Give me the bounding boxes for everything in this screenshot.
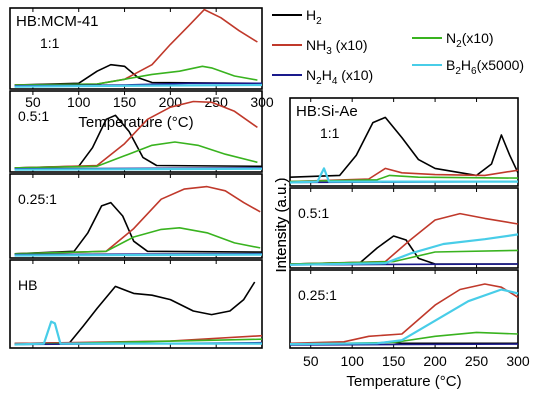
legend-item-nh3: NH3 (x10) — [272, 37, 368, 57]
panel-label: 0.25:1 — [18, 191, 57, 207]
series-line-nh3 — [14, 185, 261, 255]
panel-frame — [9, 173, 263, 259]
panel-label: 0.5:1 — [298, 205, 329, 221]
series-line-b2h6 — [14, 253, 263, 257]
series-line-b2h6 — [289, 288, 519, 346]
legend-label: NH3 (x10) — [306, 37, 368, 57]
series-line-h2 — [14, 63, 263, 86]
series-line-h2 — [14, 201, 263, 255]
x-axis-label: Temperature (°C) — [346, 373, 461, 390]
panel-label: 0.25:1 — [298, 287, 337, 303]
y-axis-label: Intensity (a.u.) — [273, 177, 290, 272]
panel-2: 0.25:1 — [9, 173, 263, 259]
panel-frame — [289, 97, 519, 187]
series-line-b2h6 — [14, 320, 262, 346]
series-line-b2h6 — [289, 167, 518, 184]
series-line-b2h6 — [289, 233, 519, 266]
legend-label: N2(x10) — [446, 30, 494, 50]
x-axis-label: Temperature (°C) — [78, 114, 193, 131]
series-line-n2 — [14, 227, 261, 255]
legend-label: N2H4 (x10) — [306, 67, 373, 87]
series-line-h2 — [289, 116, 519, 178]
panel-label: HB — [18, 277, 37, 293]
series-line-n2 — [14, 65, 258, 86]
series-line-h2 — [14, 281, 256, 345]
panel-6: 0.25:1 50 100 150 200 250 300 Temperature (°C) I… — [273, 177, 530, 390]
x-tick-label: 200 — [423, 353, 447, 369]
series-line-nh3 — [289, 283, 519, 345]
panel-3: HB — [9, 259, 263, 349]
panel-0: HB:MCM-411:150 100 150 200 250 300Temperature… — [9, 7, 290, 273]
series-line-h2 — [289, 235, 518, 265]
panel-label: 1:1 — [320, 125, 340, 141]
series-line-n2 — [289, 249, 519, 265]
panel-frame — [9, 90, 263, 173]
x-tick-label: 50 — [25, 94, 41, 110]
x-tick-label: 150 — [113, 94, 137, 110]
panel-label: 1:1 — [40, 35, 60, 51]
series-line-b2h6 — [14, 167, 263, 171]
legend-item-b2h6: B2H6(x5000) — [412, 57, 524, 77]
panel-title: HB:MCM-41 — [16, 13, 99, 30]
x-tick-label: 150 — [382, 353, 406, 369]
series-line-b2h6 — [14, 83, 263, 88]
legend-item-n2h4: N2H4 (x10) — [272, 67, 373, 87]
panel-4: HB:Si-Ae 1:1 — [289, 97, 519, 187]
legend-item-h2: H2 — [272, 7, 322, 27]
x-tick-label: 300 — [506, 353, 530, 369]
x-tick-label: 50 — [303, 353, 319, 369]
legend-label: H2 — [306, 7, 322, 27]
series-line-nh3 — [289, 167, 519, 183]
panel-1: 0.5:1 — [9, 90, 263, 173]
y-axis-label: Intensity (a.u.) — [273, 177, 290, 272]
panel-5: 0.5:1 — [289, 187, 519, 269]
series-line-nh3 — [14, 100, 258, 169]
panel-frame — [289, 187, 519, 269]
legend-label: B2H6(x5000) — [446, 57, 524, 77]
panel-frame — [9, 7, 263, 90]
panel-label: 0.5:1 — [18, 108, 49, 124]
x-tick-label: 100 — [67, 94, 91, 110]
panel-frame — [289, 269, 519, 349]
x-tick-label: 250 — [465, 353, 489, 369]
panel-title: HB:Si-Ae — [296, 103, 358, 120]
series-line-n2 — [14, 141, 258, 169]
panel-frame — [9, 259, 263, 349]
series-line-h2 — [14, 114, 263, 169]
legend-item-n2: N2(x10) — [412, 30, 494, 50]
series-line-n2 — [289, 174, 519, 183]
x-tick-label: 100 — [341, 353, 365, 369]
